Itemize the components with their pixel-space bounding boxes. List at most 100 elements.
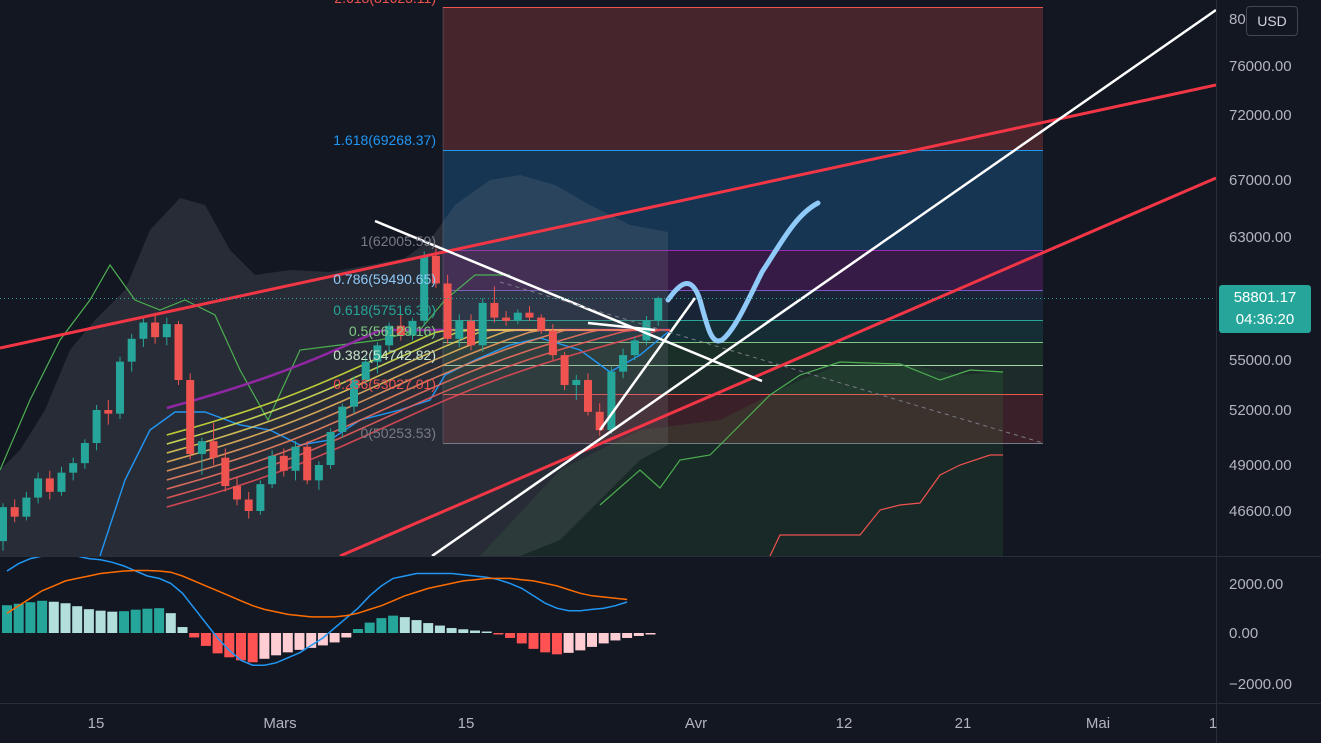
time-tick: Avr: [685, 715, 707, 732]
candle-body: [584, 380, 592, 412]
macd-bar: [481, 631, 492, 633]
macd-bar: [306, 633, 317, 648]
macd-bar: [25, 602, 36, 633]
candle-body: [291, 446, 300, 471]
candle-body: [0, 507, 7, 542]
macd-bar: [189, 633, 200, 638]
candle-body: [197, 441, 206, 454]
macd-bar: [587, 633, 597, 647]
candle-body: [303, 446, 312, 481]
candle-body: [338, 406, 347, 432]
macd-bar: [200, 633, 211, 646]
candle-body: [361, 361, 370, 380]
fib-label: 0.236(53027.01): [333, 376, 436, 392]
macd-bar: [540, 633, 551, 653]
macd-tick: 2000.00: [1229, 576, 1283, 593]
candle-body: [654, 298, 663, 321]
macd-bar: [72, 606, 83, 633]
candle-body: [80, 443, 89, 464]
macd-bar: [130, 609, 141, 633]
macd-axis: 2000.00 0.00 −2000.00: [1229, 576, 1292, 693]
candle-body: [256, 484, 265, 511]
candle-body: [642, 320, 651, 341]
macd-bar: [294, 633, 305, 650]
last-price-badge: 58801.17 04:36:20: [1219, 285, 1311, 333]
macd-bar: [37, 600, 48, 633]
time-tick: 15: [88, 715, 105, 732]
ma-line: [166, 329, 670, 490]
macd-bar: [247, 633, 258, 663]
fib-labels: 2.618(81623.11) 1.618(69268.37) 1(62005.59…: [333, 0, 436, 441]
macd-bar: [317, 633, 328, 646]
candle-body: [467, 320, 475, 346]
macd-bar: [2, 605, 12, 633]
ma-line: [166, 329, 670, 508]
price-tick: 55000.00: [1229, 352, 1292, 369]
candle-body: [279, 455, 288, 471]
time-tick: 21: [955, 715, 972, 732]
macd-bar: [610, 633, 621, 641]
macd-bar: [376, 618, 387, 633]
candle-body: [209, 441, 218, 458]
macd-bar: [563, 633, 574, 653]
candles: [0, 248, 663, 551]
price-tick: 72000.00: [1229, 107, 1292, 124]
candle-body: [431, 255, 440, 284]
fib-label: 0.5(56129.16): [349, 323, 436, 339]
fib-label: 0.786(59490.65): [333, 271, 436, 287]
macd-bar: [388, 615, 399, 633]
candle-body: [350, 380, 358, 407]
macd-bar: [95, 610, 106, 633]
macd-bar: [470, 630, 480, 633]
candle-body: [408, 320, 417, 336]
candle-body: [92, 410, 101, 443]
macd-bar: [236, 633, 246, 661]
candle-body: [186, 380, 195, 454]
candle-body: [525, 312, 534, 318]
macd-bar: [107, 611, 118, 633]
time-tick: Mai: [1086, 715, 1110, 732]
candle-body: [244, 499, 253, 511]
macd-tick: 0.00: [1229, 625, 1258, 642]
macd-bar: [575, 633, 586, 651]
macd-bar: [154, 608, 165, 633]
macd-bar: [329, 633, 340, 643]
drawings: [0, 8, 1216, 556]
candle-body: [104, 410, 113, 414]
time-tick: 15: [458, 715, 475, 732]
price-tick: 46600.00: [1229, 503, 1292, 520]
bar-countdown: 04:36:20: [1235, 311, 1295, 328]
macd-bar: [434, 625, 445, 633]
macd-bar: [645, 633, 656, 635]
candle-body: [314, 465, 323, 481]
candle-body: [619, 355, 628, 372]
macd-bar: [83, 609, 94, 633]
candle-body: [127, 338, 136, 362]
macd-pane: [2, 557, 656, 666]
macd-bar: [13, 603, 24, 633]
macd-bar: [165, 613, 176, 633]
macd-bar: [399, 617, 410, 633]
price-axis[interactable]: 80 76000.00 72000.00 67000.00 63000.00 55000.…: [1229, 11, 1292, 520]
price-tick: 67000.00: [1229, 172, 1292, 189]
last-price-value: 58801.17: [1233, 289, 1297, 306]
candle-body: [560, 355, 569, 385]
time-axis[interactable]: 15 Mars 15 Avr 12 21 Mai 1: [88, 715, 1218, 732]
macd-bar: [493, 633, 504, 635]
candle-body: [221, 457, 230, 487]
fib-label: 2.618(81623.11): [334, 0, 436, 6]
time-tick: Mars: [263, 715, 296, 732]
candle-body: [69, 463, 78, 473]
candle-body: [268, 455, 277, 485]
candle-body: [548, 330, 557, 356]
candle-body: [537, 317, 546, 331]
fib-label: 0.618(57516.30): [333, 302, 436, 318]
macd-bar: [598, 633, 609, 644]
candle-body: [233, 486, 241, 500]
macd-bar: [341, 633, 352, 638]
currency-button[interactable]: USD: [1246, 6, 1298, 36]
fib-label: 0(50253.53): [360, 425, 436, 441]
macd-line: [6, 557, 628, 666]
macd-tick: −2000.00: [1229, 676, 1292, 693]
